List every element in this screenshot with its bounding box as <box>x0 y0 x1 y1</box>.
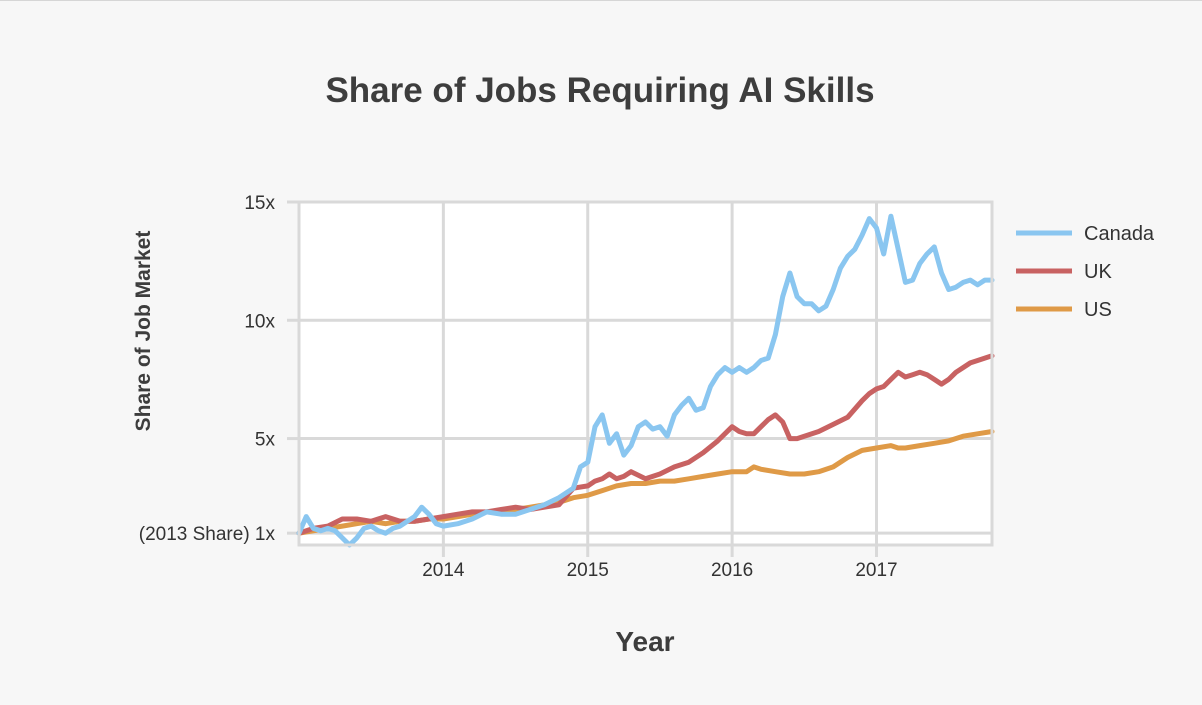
legend-label: US <box>1084 299 1112 321</box>
y-tick-label: 15x <box>244 193 275 214</box>
legend-item-us[interactable]: US <box>1016 299 1112 321</box>
series-lines <box>296 213 995 548</box>
legend: Canada UK US <box>1016 223 1155 321</box>
legend-item-canada[interactable]: Canada <box>1016 223 1155 245</box>
y-tick-label: 10x <box>244 311 275 332</box>
legend-item-uk[interactable]: UK <box>1016 261 1112 283</box>
chart-title: Share of Jobs Requiring AI Skills <box>325 71 874 110</box>
x-tick-label: 2014 <box>422 560 465 581</box>
y-axis-title: Share of Job Market <box>132 231 155 432</box>
series-line-uk <box>296 353 995 536</box>
legend-label: Canada <box>1084 223 1155 245</box>
x-tick-label: 2017 <box>855 560 897 581</box>
legend-label: UK <box>1084 261 1112 283</box>
x-tick-label: 2016 <box>711 560 753 581</box>
tick-labels: (2013 Share) 1x 5x 10x 15x 2014 2015 2016 2017 <box>139 193 898 581</box>
x-tick-label: 2015 <box>567 560 609 581</box>
plot-background <box>299 202 992 545</box>
y-tick-label: (2013 Share) 1x <box>139 524 276 545</box>
y-tick-label: 5x <box>255 430 276 451</box>
series-line-canada <box>296 213 995 548</box>
plot-border <box>297 200 994 547</box>
x-axis-title: Year <box>615 626 674 657</box>
